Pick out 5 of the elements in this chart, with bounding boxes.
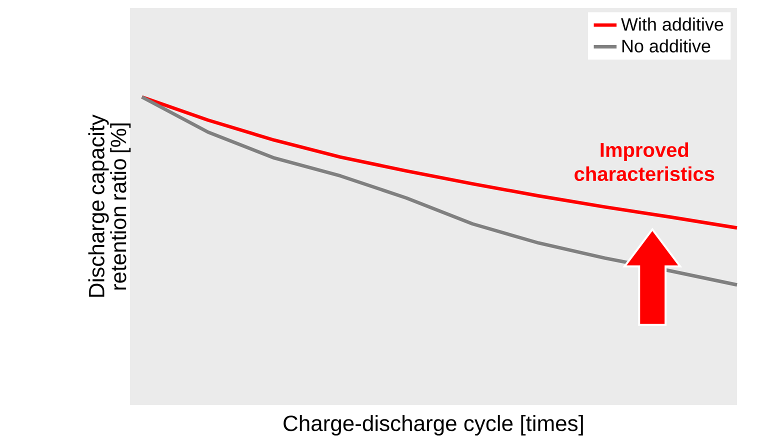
y-axis-title: Discharge capacity retention ratio [%] <box>88 114 131 297</box>
annotation: Improved characteristics <box>574 142 714 182</box>
legend-label: With additive <box>621 18 724 31</box>
x-axis-title: Charge-discharge cycle [times] <box>284 415 583 436</box>
legend-label: No additive <box>622 39 710 52</box>
